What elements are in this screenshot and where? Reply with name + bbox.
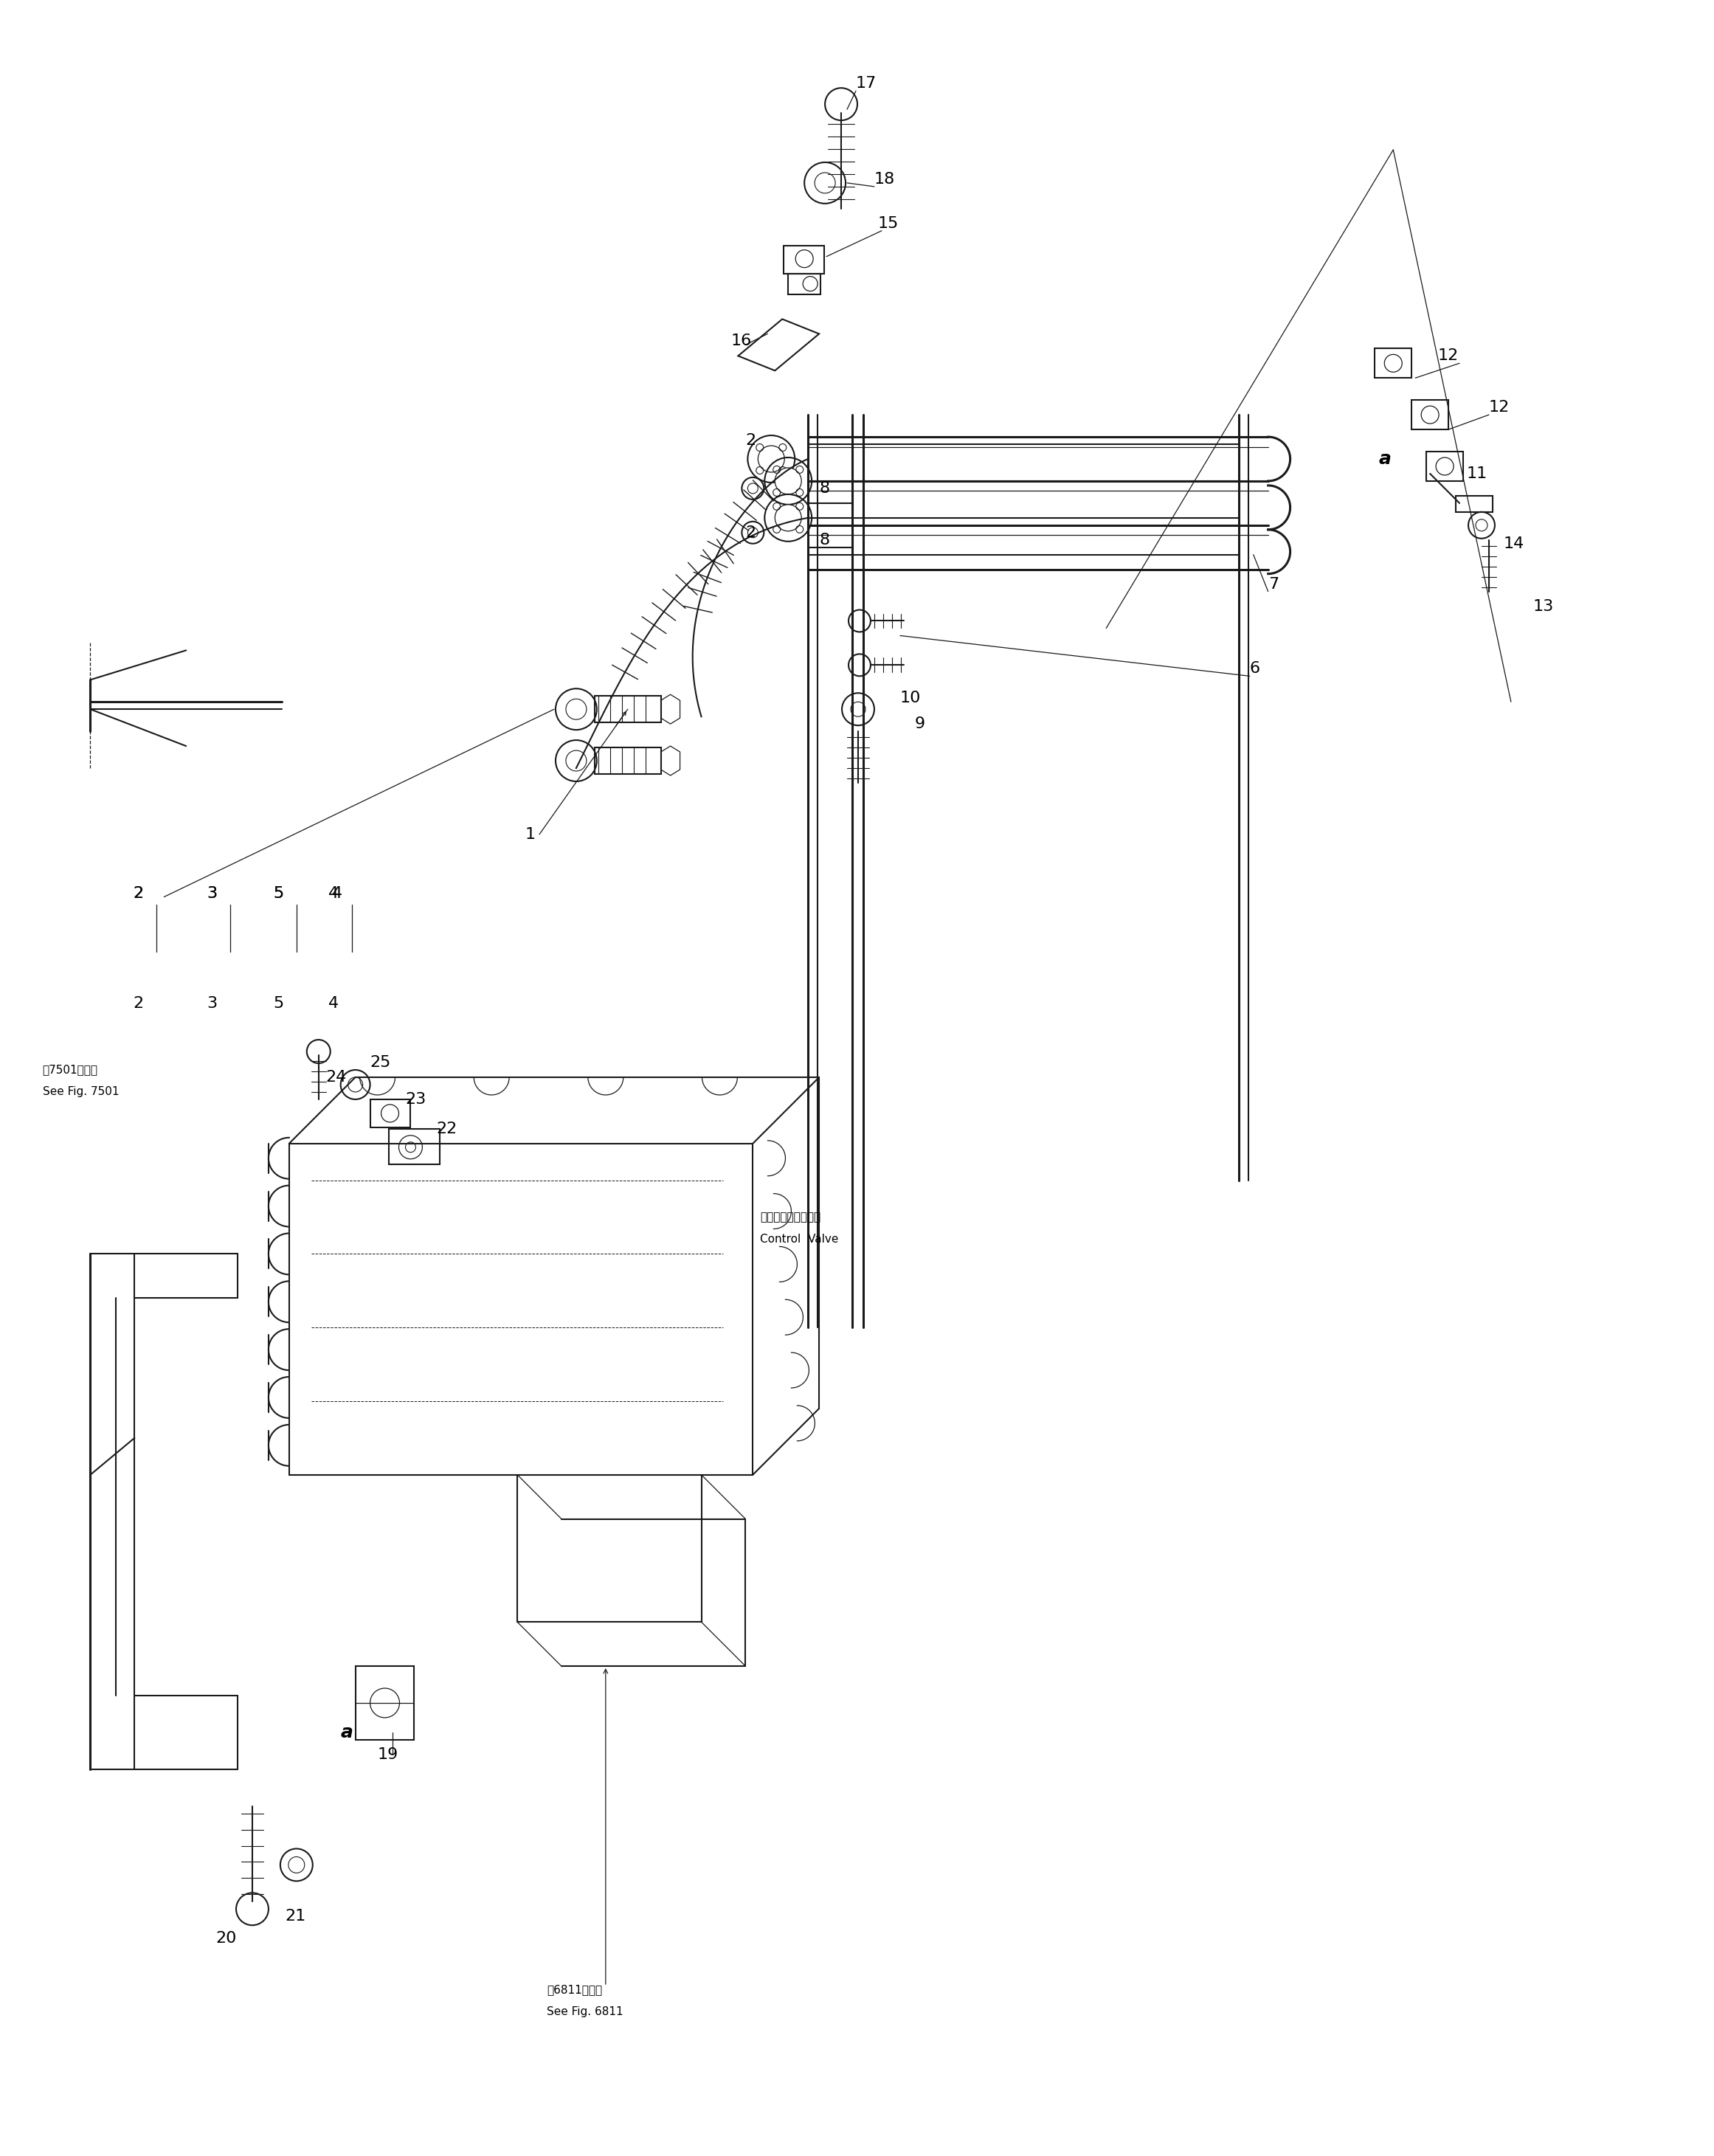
Text: See Fig. 6811: See Fig. 6811 xyxy=(547,2007,624,2018)
Bar xyxy=(1412,401,1448,429)
Circle shape xyxy=(814,172,835,194)
Text: 5: 5 xyxy=(273,996,283,1011)
Bar xyxy=(389,1130,440,1164)
Text: 16: 16 xyxy=(730,334,752,349)
Text: 4: 4 xyxy=(333,886,343,901)
Text: 3: 3 xyxy=(207,886,218,901)
Text: 10: 10 xyxy=(900,690,920,705)
Text: 2: 2 xyxy=(746,526,756,539)
Circle shape xyxy=(747,528,758,537)
Circle shape xyxy=(348,1078,363,1091)
Bar xyxy=(1455,496,1493,511)
Text: a: a xyxy=(341,1723,353,1742)
Text: 21: 21 xyxy=(286,1908,307,1923)
Text: 17: 17 xyxy=(855,75,878,91)
Text: 2: 2 xyxy=(746,433,756,448)
Text: 23: 23 xyxy=(406,1091,427,1106)
Text: 22: 22 xyxy=(437,1121,458,1136)
Text: a: a xyxy=(1378,451,1392,468)
Bar xyxy=(788,274,821,293)
Text: 5: 5 xyxy=(273,886,283,901)
Text: 2: 2 xyxy=(134,886,144,901)
Text: 15: 15 xyxy=(878,216,898,231)
Bar xyxy=(355,1667,415,1740)
Circle shape xyxy=(747,483,758,494)
Text: 5: 5 xyxy=(273,886,283,901)
Text: コントロールバルブ: コントロールバルブ xyxy=(761,1212,821,1222)
Text: 6: 6 xyxy=(1250,662,1260,677)
Text: 9: 9 xyxy=(915,716,926,731)
Text: See Fig. 7501: See Fig. 7501 xyxy=(43,1087,118,1097)
Text: 第6811図参照: 第6811図参照 xyxy=(547,1984,602,1996)
Circle shape xyxy=(566,750,586,772)
Circle shape xyxy=(775,505,802,530)
Circle shape xyxy=(566,699,586,720)
Bar xyxy=(595,748,662,774)
Circle shape xyxy=(1476,520,1488,530)
Text: 2: 2 xyxy=(134,886,144,901)
Text: 第7501図参照: 第7501図参照 xyxy=(43,1065,98,1076)
Text: 12: 12 xyxy=(1438,349,1459,362)
Text: 11: 11 xyxy=(1467,466,1488,481)
Text: 19: 19 xyxy=(377,1746,398,1761)
Text: 8: 8 xyxy=(819,533,830,548)
Circle shape xyxy=(288,1856,305,1874)
Text: 3: 3 xyxy=(207,996,218,1011)
Text: 25: 25 xyxy=(370,1054,391,1069)
Text: 13: 13 xyxy=(1532,599,1555,614)
Bar xyxy=(1426,451,1464,481)
Text: 20: 20 xyxy=(216,1932,237,1947)
Text: 7: 7 xyxy=(1268,576,1279,591)
Text: 3: 3 xyxy=(207,886,218,901)
Circle shape xyxy=(850,703,866,716)
Text: 8: 8 xyxy=(819,481,830,496)
Text: Control  Valve: Control Valve xyxy=(761,1233,838,1244)
Text: 12: 12 xyxy=(1489,401,1510,414)
Bar xyxy=(783,246,824,274)
Text: 2: 2 xyxy=(134,996,144,1011)
Bar xyxy=(595,696,662,722)
Text: 24: 24 xyxy=(326,1069,346,1084)
Circle shape xyxy=(758,446,785,472)
Bar xyxy=(370,1100,411,1128)
Text: 18: 18 xyxy=(874,172,895,188)
Text: 4: 4 xyxy=(327,886,339,901)
Text: 14: 14 xyxy=(1503,537,1524,552)
Text: 1: 1 xyxy=(524,828,535,841)
Circle shape xyxy=(406,1143,417,1151)
Text: 4: 4 xyxy=(327,996,339,1011)
Circle shape xyxy=(775,468,802,494)
Bar xyxy=(1375,349,1412,377)
